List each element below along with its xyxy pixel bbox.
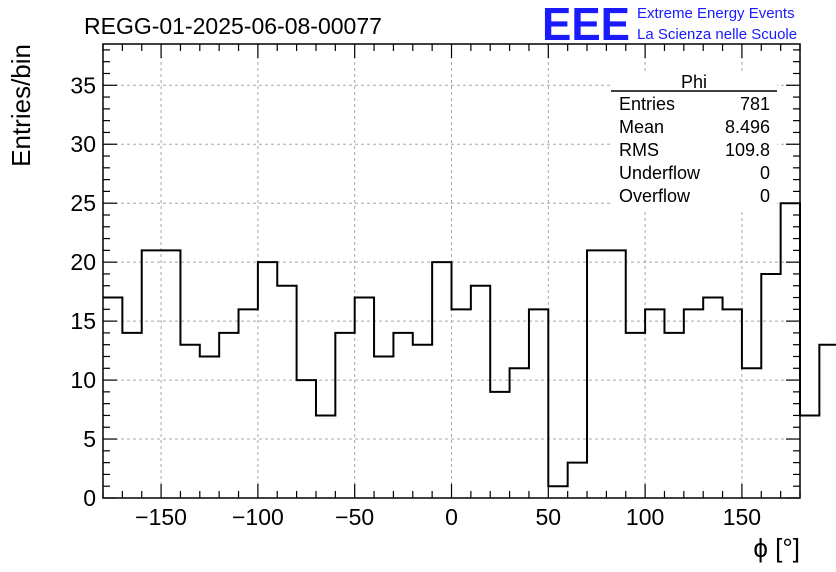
histogram-bin-17	[432, 262, 451, 498]
histogram-bin-10	[297, 380, 316, 498]
histogram-bin-27	[626, 333, 645, 498]
histogram-bin-1	[122, 333, 141, 498]
x-tick-label-0: −150	[135, 504, 187, 530]
x-tick-label-2: −50	[335, 504, 374, 530]
histogram-bin-2	[142, 250, 161, 498]
y-tick-label-4: 20	[70, 249, 96, 275]
stats-title: Phi	[681, 72, 707, 92]
histogram-bin-3	[161, 250, 180, 498]
histogram-bin-7	[239, 309, 258, 498]
histogram-bin-33	[742, 368, 761, 498]
y-axis-label: Entries/bin	[6, 44, 36, 167]
logo-line-2: La Scienza nelle Scuole	[637, 26, 797, 43]
histogram-bin-5	[200, 356, 219, 498]
histogram-bin-30	[684, 309, 703, 498]
histogram-bin-31	[703, 298, 722, 498]
histogram-bin-4	[180, 345, 199, 498]
x-tick-label-3: 0	[445, 504, 458, 530]
histogram-bins	[103, 202, 836, 498]
stats-label-underflow: Underflow	[619, 163, 701, 183]
y-tick-label-1: 5	[83, 426, 96, 452]
histogram-bin-8	[258, 262, 277, 498]
histogram-bin-13	[355, 298, 374, 498]
histogram-bin-22	[529, 309, 548, 498]
histogram-bin-23	[548, 486, 567, 498]
stats-box-bg	[611, 71, 777, 209]
histogram-bin-36	[800, 415, 819, 498]
histogram-bin-12	[335, 333, 354, 498]
x-tick-label-4: 50	[536, 504, 562, 530]
logo-line-1: Extreme Energy Events	[637, 5, 795, 22]
histogram-bin-26	[606, 250, 625, 498]
stats-label-rms: RMS	[619, 140, 659, 160]
histogram-bin-21	[510, 368, 529, 498]
x-tick-label-6: 150	[723, 504, 761, 530]
stats-value-rms: 109.8	[725, 140, 770, 160]
y-tick-label-5: 25	[70, 190, 96, 216]
histogram-bin-9	[277, 286, 296, 498]
histogram-bin-15	[393, 333, 412, 498]
histogram-bin-16	[413, 345, 432, 498]
stats-box: Phi Entries 781 Mean 8.496 RMS 109.8 Und…	[611, 71, 777, 209]
histogram-bin-35	[781, 203, 800, 498]
stats-value-overflow: 0	[760, 186, 770, 206]
histogram-bin-37	[819, 345, 836, 498]
stats-label-mean: Mean	[619, 117, 664, 137]
plot-frame	[102, 43, 801, 499]
y-tick-label-7: 35	[70, 72, 96, 98]
run-title: REGG-01-2025-06-08-00077	[84, 13, 382, 39]
y-tick-label-6: 30	[70, 131, 96, 157]
histogram-bin-14	[374, 356, 393, 498]
histogram-bin-6	[219, 333, 238, 498]
histogram-bin-29	[664, 333, 683, 498]
histogram-bin-25	[587, 250, 606, 498]
histogram-bin-18	[452, 309, 471, 498]
y-axis-ticks: 0 5 10 15 20 25 30 35	[70, 49, 800, 511]
x-axis-label: ϕ [°]	[753, 533, 800, 563]
histogram-bin-24	[568, 463, 587, 498]
eee-logo: EEE	[542, 0, 630, 50]
histogram-bin-19	[471, 286, 490, 498]
histogram-bin-20	[490, 392, 509, 498]
stats-value-mean: 8.496	[725, 117, 770, 137]
histogram-bin-28	[645, 309, 664, 498]
x-axis-ticks: −150 −100 −50 0 50 100 150	[102, 44, 801, 530]
histogram-bin-0	[103, 298, 122, 498]
histogram-bin-11	[316, 415, 335, 498]
stats-value-entries: 781	[740, 94, 770, 114]
histogram-bin-32	[723, 309, 742, 498]
stats-label-overflow: Overflow	[619, 186, 691, 206]
histogram-outline	[103, 202, 836, 488]
y-tick-label-0: 0	[83, 485, 96, 511]
y-tick-label-3: 15	[70, 308, 96, 334]
stats-value-underflow: 0	[760, 163, 770, 183]
x-tick-label-5: 100	[626, 504, 664, 530]
y-tick-label-2: 10	[70, 367, 96, 393]
stats-label-entries: Entries	[619, 94, 675, 114]
x-tick-label-1: −100	[232, 504, 284, 530]
histogram-bin-34	[761, 274, 780, 498]
